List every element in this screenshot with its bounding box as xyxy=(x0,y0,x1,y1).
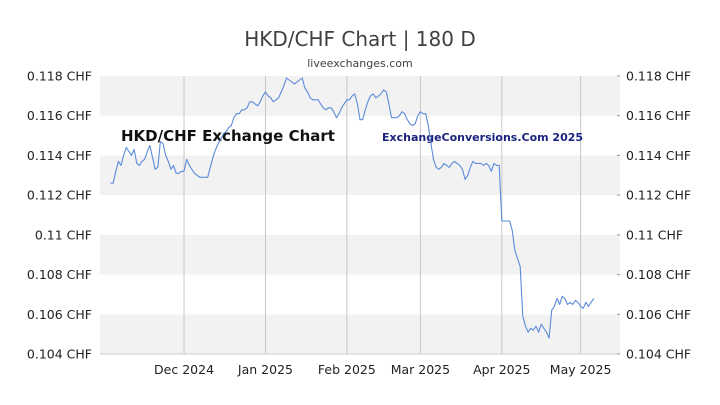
grid-band xyxy=(100,234,620,275)
y-tick-label-right: 0.11 CHF xyxy=(626,227,683,242)
y-tick-label-left: 0.118 CHF xyxy=(27,69,92,84)
chart-title: HKD/CHF Chart | 180 D xyxy=(244,27,476,51)
y-tick-label-right: 0.114 CHF xyxy=(626,148,691,163)
y-tick-label-right: 0.112 CHF xyxy=(626,188,691,203)
series-line xyxy=(110,77,595,339)
grid-band xyxy=(100,195,620,235)
y-tick-label-right: 0.108 CHF xyxy=(626,267,691,282)
x-tick-label: Jan 2025 xyxy=(237,362,293,377)
y-tick-label-right: 0.104 CHF xyxy=(626,347,691,362)
vertical-gridlines xyxy=(183,76,582,354)
x-axis-ticks: Dec 2024 Jan 2025 Feb 2025 Mar 2025 Apr 2025… xyxy=(154,362,611,377)
background-bands xyxy=(100,76,620,354)
x-tick-label: May 2025 xyxy=(550,362,612,377)
y-tick-label-right: 0.116 CHF xyxy=(626,108,691,123)
y-axis-ticks: 0.118 CHF 0.118 CHF 0.116 CHF 0.116 CHF 0.11… xyxy=(27,69,691,362)
watermark-title: HKD/CHF Exchange Chart xyxy=(121,127,335,145)
chart-subtitle: liveexchanges.com xyxy=(307,57,412,70)
watermark-credit: ExchangeConversions.Com 2025 xyxy=(382,131,583,144)
x-tick-label: Apr 2025 xyxy=(473,362,530,377)
grid-band xyxy=(100,115,620,156)
y-tick-label-left: 0.114 CHF xyxy=(27,148,92,163)
grid-band xyxy=(100,155,620,196)
y-tick-label-left: 0.11 CHF xyxy=(35,227,92,242)
grid-band xyxy=(100,274,620,315)
y-tick-label-right: 0.118 CHF xyxy=(626,69,691,84)
y-tick-label-left: 0.106 CHF xyxy=(27,307,92,322)
y-tick-label-left: 0.112 CHF xyxy=(27,188,92,203)
grid-band xyxy=(100,76,620,116)
x-tick-label: Feb 2025 xyxy=(318,362,376,377)
grid-band xyxy=(100,314,620,354)
y-tick-label-right: 0.106 CHF xyxy=(626,307,691,322)
y-tick-label-left: 0.108 CHF xyxy=(27,267,92,282)
x-tick-label: Mar 2025 xyxy=(391,362,450,377)
y-tick-label-left: 0.104 CHF xyxy=(27,347,92,362)
x-tick-label: Dec 2024 xyxy=(154,362,214,377)
y-tick-label-left: 0.116 CHF xyxy=(27,108,92,123)
